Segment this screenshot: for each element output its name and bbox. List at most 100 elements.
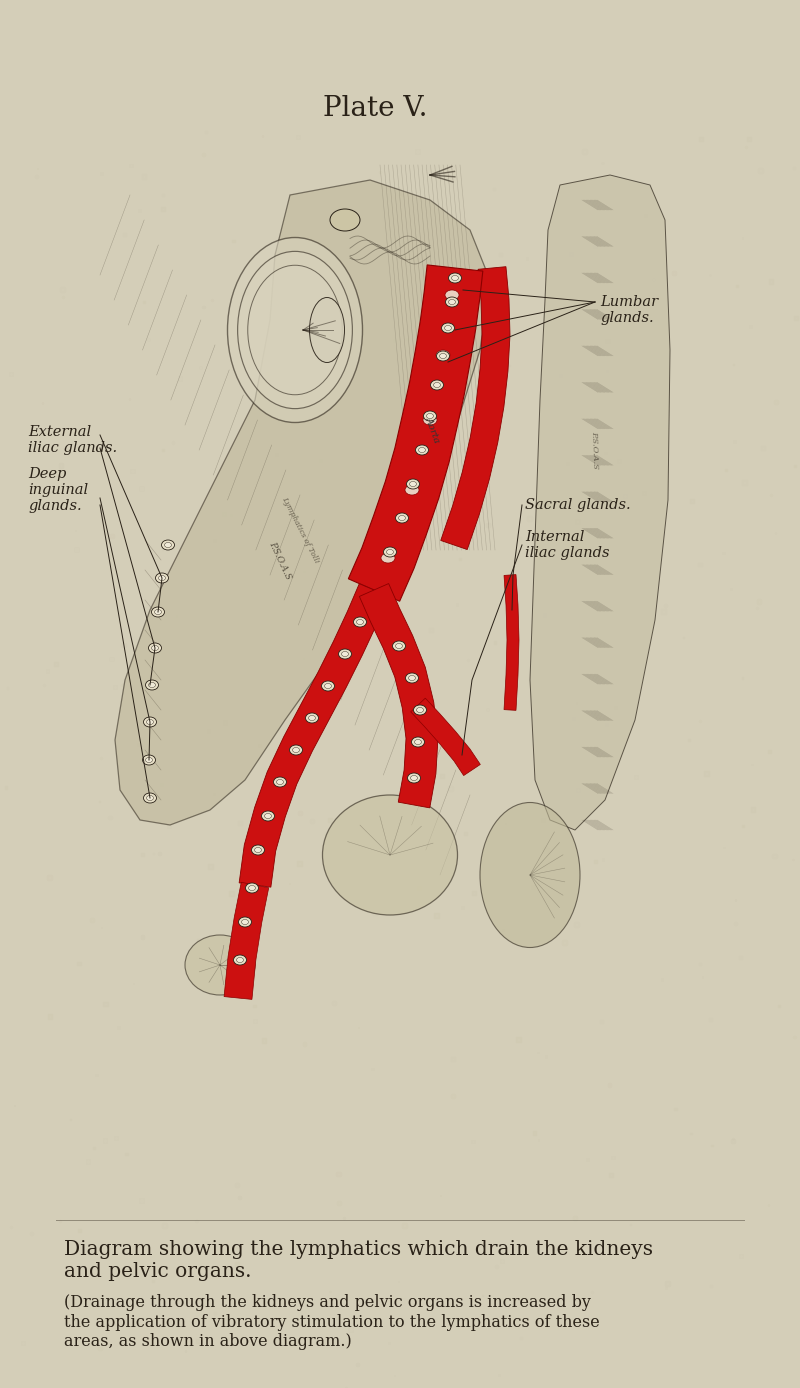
Bar	[402, 1223, 406, 1227]
Bar	[110, 534, 114, 539]
Text: Deep
inguinal
glands.: Deep inguinal glands.	[28, 466, 88, 514]
Bar	[622, 494, 627, 498]
Bar	[161, 207, 165, 211]
Bar	[440, 775, 444, 779]
Ellipse shape	[430, 380, 443, 390]
Ellipse shape	[415, 446, 429, 455]
Ellipse shape	[445, 290, 459, 300]
Bar	[5, 787, 7, 788]
Bar	[662, 609, 666, 613]
Bar	[471, 1140, 474, 1144]
Bar	[732, 1138, 734, 1140]
Text: External
iliac glands.: External iliac glands.	[28, 425, 117, 455]
Bar	[302, 1042, 306, 1045]
Bar	[456, 604, 458, 607]
Bar	[222, 512, 226, 516]
Ellipse shape	[423, 411, 437, 421]
Bar	[266, 372, 269, 375]
Bar	[644, 214, 647, 217]
Bar	[398, 192, 401, 196]
Bar	[606, 723, 608, 726]
Ellipse shape	[325, 683, 331, 688]
Bar	[378, 171, 381, 174]
Bar	[202, 153, 206, 157]
Bar	[607, 1083, 611, 1087]
Bar	[495, 1264, 498, 1267]
Polygon shape	[441, 266, 510, 550]
Bar	[690, 1133, 692, 1134]
Bar	[594, 246, 597, 248]
Bar	[545, 1055, 547, 1058]
Ellipse shape	[449, 300, 455, 304]
Bar	[237, 956, 238, 958]
Ellipse shape	[242, 919, 249, 924]
Bar	[126, 1152, 128, 1155]
Ellipse shape	[407, 773, 421, 783]
Ellipse shape	[249, 886, 255, 891]
Bar	[472, 891, 475, 895]
Bar	[328, 818, 332, 822]
Bar	[594, 861, 597, 863]
Bar	[298, 862, 302, 866]
Bar	[298, 812, 302, 815]
Bar	[690, 498, 694, 502]
Bar	[542, 847, 547, 852]
Bar	[197, 940, 199, 942]
Bar	[114, 1135, 118, 1140]
Ellipse shape	[277, 780, 283, 784]
Bar	[486, 708, 490, 711]
Bar	[53, 428, 56, 430]
Bar	[742, 480, 747, 484]
Bar	[103, 1002, 107, 1006]
Bar	[338, 670, 340, 672]
Ellipse shape	[386, 550, 394, 554]
Bar	[794, 1035, 796, 1038]
Bar	[393, 339, 396, 343]
Bar	[746, 136, 750, 140]
Bar	[348, 1327, 353, 1331]
Bar	[121, 684, 122, 686]
Bar	[319, 459, 322, 462]
Bar	[698, 719, 702, 722]
Bar	[739, 1253, 742, 1258]
Bar	[58, 464, 63, 468]
Bar	[172, 441, 174, 444]
Bar	[575, 519, 579, 523]
Bar	[10, 1226, 12, 1228]
Bar	[42, 684, 45, 686]
Bar	[498, 253, 502, 257]
Bar	[262, 1038, 266, 1042]
Bar	[723, 847, 725, 848]
Bar	[500, 1259, 504, 1263]
Ellipse shape	[442, 323, 454, 333]
Bar	[665, 1287, 667, 1289]
Bar	[601, 161, 603, 164]
Bar	[606, 371, 608, 372]
Ellipse shape	[354, 618, 366, 627]
Bar	[337, 1201, 341, 1205]
Bar	[467, 659, 469, 661]
Bar	[130, 469, 134, 473]
Bar	[208, 865, 213, 869]
Bar	[794, 465, 797, 468]
Ellipse shape	[146, 680, 158, 690]
Bar	[611, 1156, 615, 1159]
Bar	[101, 927, 102, 929]
Text: Lumbar
glands.: Lumbar glands.	[600, 294, 658, 325]
Bar	[600, 1020, 603, 1023]
Ellipse shape	[149, 683, 155, 687]
Bar	[258, 319, 262, 323]
Bar	[214, 1312, 216, 1313]
Bar	[253, 1005, 256, 1008]
Bar	[90, 919, 94, 923]
Ellipse shape	[142, 755, 155, 765]
Bar	[606, 339, 610, 343]
Bar	[234, 1183, 239, 1187]
Bar	[582, 150, 587, 154]
Text: Internal
iliac glands: Internal iliac glands	[525, 530, 610, 561]
Ellipse shape	[338, 650, 351, 659]
Bar	[167, 824, 171, 829]
Bar	[772, 854, 777, 858]
Bar	[374, 511, 377, 514]
Ellipse shape	[227, 237, 362, 422]
